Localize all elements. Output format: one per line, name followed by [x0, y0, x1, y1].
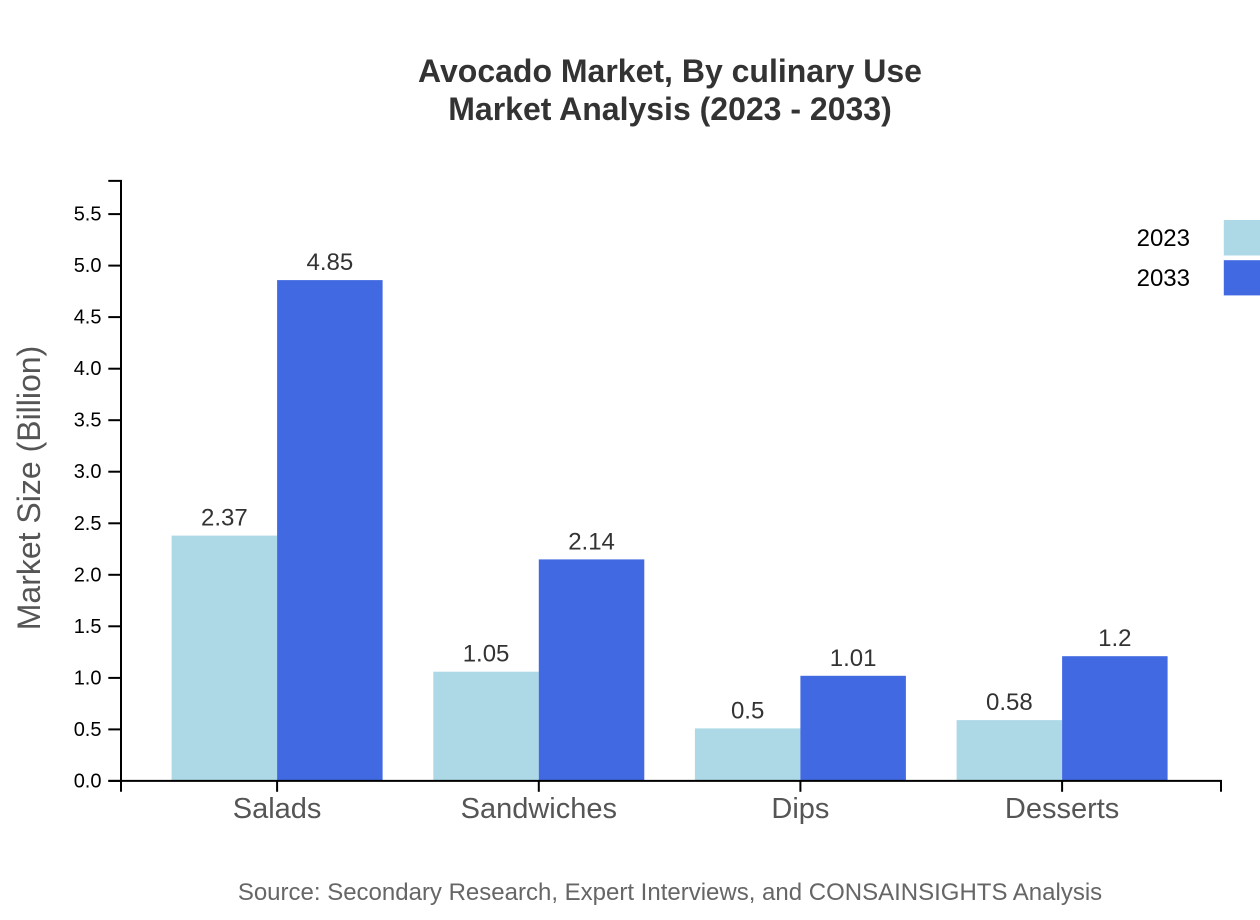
svg-text:Avocado Market, By culinary Us: Avocado Market, By culinary Use — [418, 53, 922, 89]
svg-text:4.85: 4.85 — [306, 249, 353, 276]
svg-text:0.0: 0.0 — [74, 770, 102, 792]
svg-text:Market Size (Billion): Market Size (Billion) — [11, 346, 47, 631]
svg-text:Desserts: Desserts — [1005, 793, 1119, 825]
svg-text:Market Analysis (2023 - 2033): Market Analysis (2023 - 2033) — [448, 91, 892, 127]
svg-text:0.5: 0.5 — [74, 719, 102, 741]
svg-text:0.5: 0.5 — [731, 697, 764, 724]
svg-text:Source: Secondary Research, Ex: Source: Secondary Research, Expert Inter… — [238, 879, 1102, 906]
svg-text:1.2: 1.2 — [1098, 625, 1131, 652]
svg-text:1.01: 1.01 — [830, 645, 877, 672]
svg-text:4.5: 4.5 — [74, 307, 102, 329]
svg-text:Salads: Salads — [233, 793, 322, 825]
svg-text:2023: 2023 — [1137, 225, 1190, 252]
svg-text:5.0: 5.0 — [74, 255, 102, 277]
svg-text:2.5: 2.5 — [74, 513, 102, 535]
svg-text:1.5: 1.5 — [74, 616, 102, 638]
svg-text:5.5: 5.5 — [74, 204, 102, 226]
svg-text:2.0: 2.0 — [74, 564, 102, 586]
svg-text:1.05: 1.05 — [463, 641, 510, 668]
svg-text:Dips: Dips — [771, 793, 829, 825]
svg-text:Sandwiches: Sandwiches — [461, 793, 617, 825]
svg-text:0.58: 0.58 — [986, 689, 1033, 716]
svg-text:3.0: 3.0 — [74, 461, 102, 483]
svg-text:2.37: 2.37 — [201, 505, 248, 532]
svg-text:1.0: 1.0 — [74, 667, 102, 689]
svg-text:4.0: 4.0 — [74, 358, 102, 380]
svg-text:2033: 2033 — [1137, 265, 1190, 292]
svg-text:2.14: 2.14 — [568, 528, 615, 555]
svg-text:3.5: 3.5 — [74, 410, 102, 432]
